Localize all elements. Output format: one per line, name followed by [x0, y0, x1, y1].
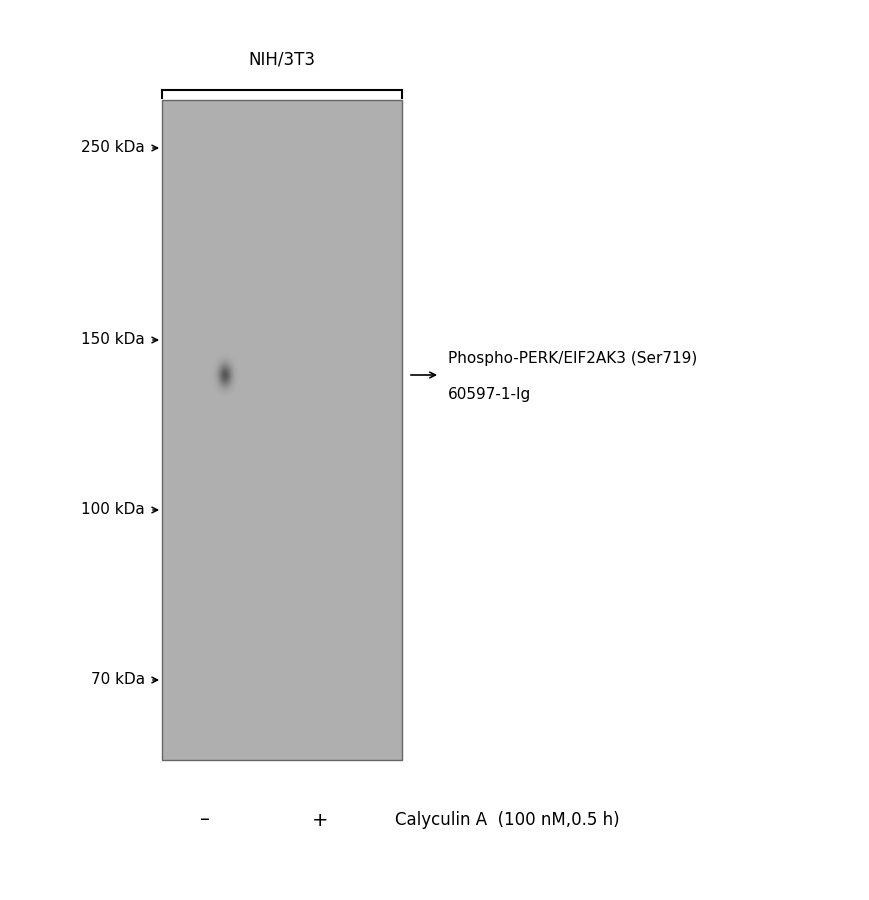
- Text: www.ptglab.com: www.ptglab.com: [163, 312, 187, 548]
- Text: +: +: [311, 811, 328, 830]
- Text: 250 kDa: 250 kDa: [81, 140, 145, 156]
- Text: Phospho-PERK/EIF2AK3 (Ser719): Phospho-PERK/EIF2AK3 (Ser719): [448, 350, 696, 365]
- Text: 150 kDa: 150 kDa: [81, 332, 145, 347]
- Text: 100 kDa: 100 kDa: [81, 502, 145, 518]
- Text: 60597-1-Ig: 60597-1-Ig: [448, 388, 531, 402]
- Text: Calyculin A  (100 nM,0.5 h): Calyculin A (100 nM,0.5 h): [395, 811, 619, 829]
- Text: NIH/3T3: NIH/3T3: [249, 50, 315, 68]
- Bar: [162, 100, 401, 760]
- Text: –: –: [200, 811, 209, 830]
- Text: 70 kDa: 70 kDa: [90, 672, 145, 688]
